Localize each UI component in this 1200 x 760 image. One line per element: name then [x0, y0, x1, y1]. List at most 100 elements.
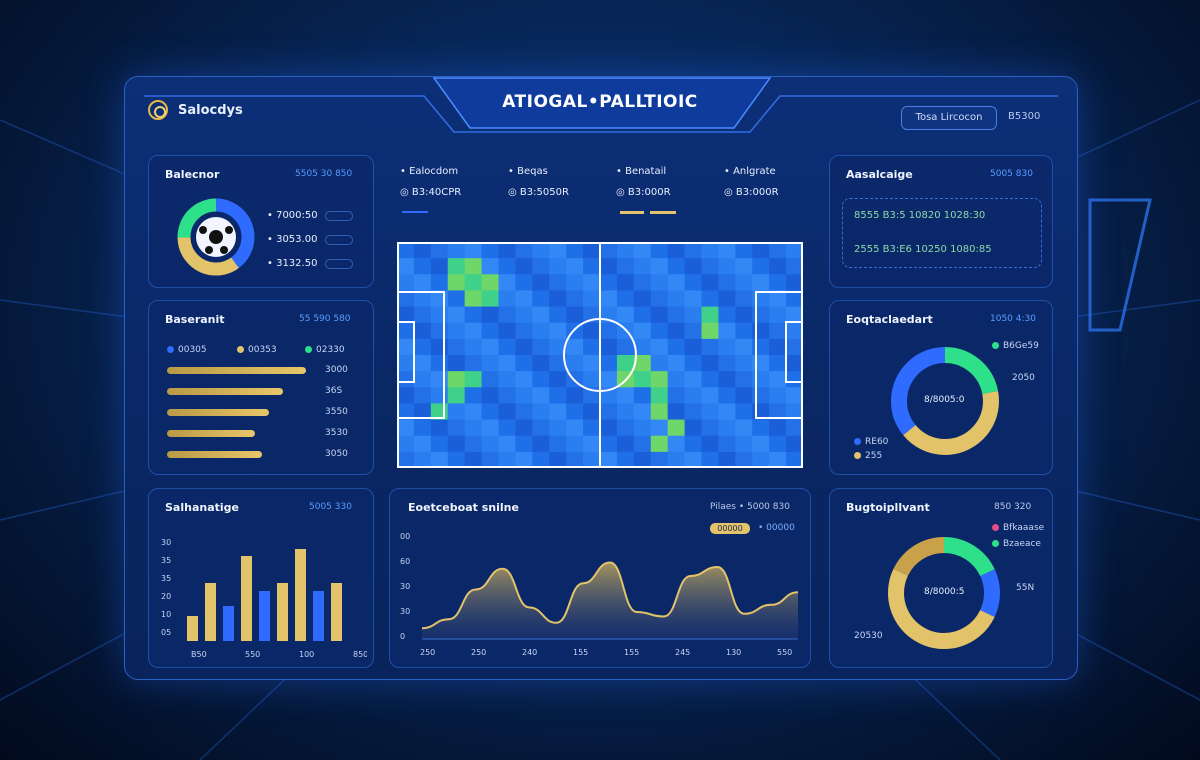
- shot-bar: [313, 591, 324, 641]
- heat-cell: [515, 338, 533, 356]
- heat-cell: [684, 242, 702, 259]
- heat-cell: [481, 451, 499, 468]
- heat-cell: [464, 258, 483, 275]
- stat-sub: ◎ B3:40CPR: [400, 187, 462, 198]
- passing-panel: Baseranit 55 590 580 00305 00353 02330 3…: [148, 300, 374, 475]
- brand[interactable]: Salocdys: [148, 100, 243, 120]
- heat-cell: [786, 403, 803, 421]
- heat-cell: [735, 403, 753, 421]
- heat-cell: [684, 355, 702, 372]
- x-tick-label: 100: [299, 650, 314, 659]
- heat-cell: [397, 338, 415, 356]
- heat-cell: [769, 338, 787, 356]
- heat-cell: [786, 258, 803, 275]
- heat-cell: [498, 451, 516, 468]
- timeline-area: [422, 562, 798, 639]
- legend-chip-button[interactable]: 00000: [710, 523, 750, 534]
- heat-cell: [718, 403, 736, 421]
- heat-cell: [718, 419, 736, 437]
- heat-cell: [633, 419, 652, 437]
- heat-cell: [667, 419, 686, 437]
- heat-cell: [430, 355, 449, 372]
- x-tick-label: 240: [522, 648, 537, 657]
- heat-cell: [769, 403, 787, 421]
- heat-cell: [752, 258, 770, 275]
- heat-cell: [447, 371, 466, 388]
- heat-cell: [430, 371, 449, 388]
- y-tick-label: 35: [161, 574, 171, 583]
- heat-cell: [650, 338, 669, 356]
- heat-cell: [447, 435, 466, 453]
- panel-title: Bugtoipllvant: [846, 501, 930, 514]
- heat-cell: [684, 419, 702, 437]
- heat-cell: [549, 258, 567, 275]
- callout: Bfkaaase: [992, 523, 1044, 533]
- heat-cell: [413, 371, 432, 388]
- panel-title: Salhanatige: [165, 501, 239, 514]
- heat-cell: [667, 387, 686, 404]
- heat-cell: [481, 403, 499, 421]
- heat-cell: [633, 306, 652, 324]
- heat-cell: [735, 242, 753, 259]
- heat-cell: [447, 451, 466, 468]
- heat-cell: [397, 290, 415, 308]
- x-tick-label: 550: [245, 650, 260, 659]
- heat-cell: [498, 290, 516, 308]
- heat-cell: [532, 322, 550, 340]
- heat-cell: [515, 387, 533, 404]
- heat-cell: [413, 451, 432, 468]
- heat-cell: [600, 274, 618, 291]
- panel-value: 1050 4:30: [990, 314, 1036, 324]
- pass-bar: [167, 367, 307, 374]
- heat-cell: [600, 322, 618, 340]
- heat-cell: [413, 419, 432, 437]
- heat-cell: [430, 451, 449, 468]
- shot-bar: [331, 583, 342, 641]
- heat-cell: [566, 451, 584, 468]
- heat-cell: [481, 435, 499, 453]
- heat-cell: [735, 355, 753, 372]
- underline-gold: [650, 211, 676, 214]
- heat-cell: [447, 338, 466, 356]
- heat-cell: [464, 387, 483, 404]
- heat-cell: [583, 371, 601, 388]
- x-tick-label: 250: [471, 648, 486, 657]
- heat-cell: [650, 387, 669, 404]
- heat-cell: [667, 403, 686, 421]
- title-bar: [144, 77, 1058, 133]
- heat-cell: [515, 258, 533, 275]
- heat-cell: [769, 274, 787, 291]
- heat-cell: [413, 322, 432, 340]
- heat-cell: [650, 242, 669, 259]
- panel-title: Baseranit: [165, 313, 225, 326]
- heat-cell: [701, 371, 719, 388]
- donut-slice: [888, 537, 1000, 649]
- heat-cell: [769, 306, 787, 324]
- heat-cell: [566, 290, 584, 308]
- heat-cell: [701, 274, 719, 291]
- heat-cell: [498, 274, 516, 291]
- pass-bar: [167, 409, 269, 416]
- heat-cell: [498, 403, 516, 421]
- heat-cell: [515, 403, 533, 421]
- heat-cell: [786, 274, 803, 291]
- pitch-heatmap[interactable]: [397, 242, 803, 468]
- filter-chip-button[interactable]: Tosa Lircocon: [901, 106, 997, 130]
- heat-cell: [464, 435, 483, 453]
- heat-cell: [633, 435, 652, 453]
- heat-cell: [667, 306, 686, 324]
- heat-cell: [684, 306, 702, 324]
- heat-cell: [650, 290, 669, 308]
- panel-title: Balecnor: [165, 168, 220, 181]
- heat-cell: [752, 355, 770, 372]
- heat-cell: [735, 306, 753, 324]
- heat-cell: [583, 435, 601, 453]
- heat-cell: [515, 290, 533, 308]
- heat-cell: [718, 306, 736, 324]
- heat-cell: [718, 274, 736, 291]
- x-tick-label: 250: [420, 648, 435, 657]
- heat-cell: [447, 403, 466, 421]
- heat-cell: [447, 242, 466, 259]
- heat-cell: [633, 451, 652, 468]
- timeline-panel: Eoetceboat snilne Pilaes • 5000 830 0000…: [389, 488, 811, 668]
